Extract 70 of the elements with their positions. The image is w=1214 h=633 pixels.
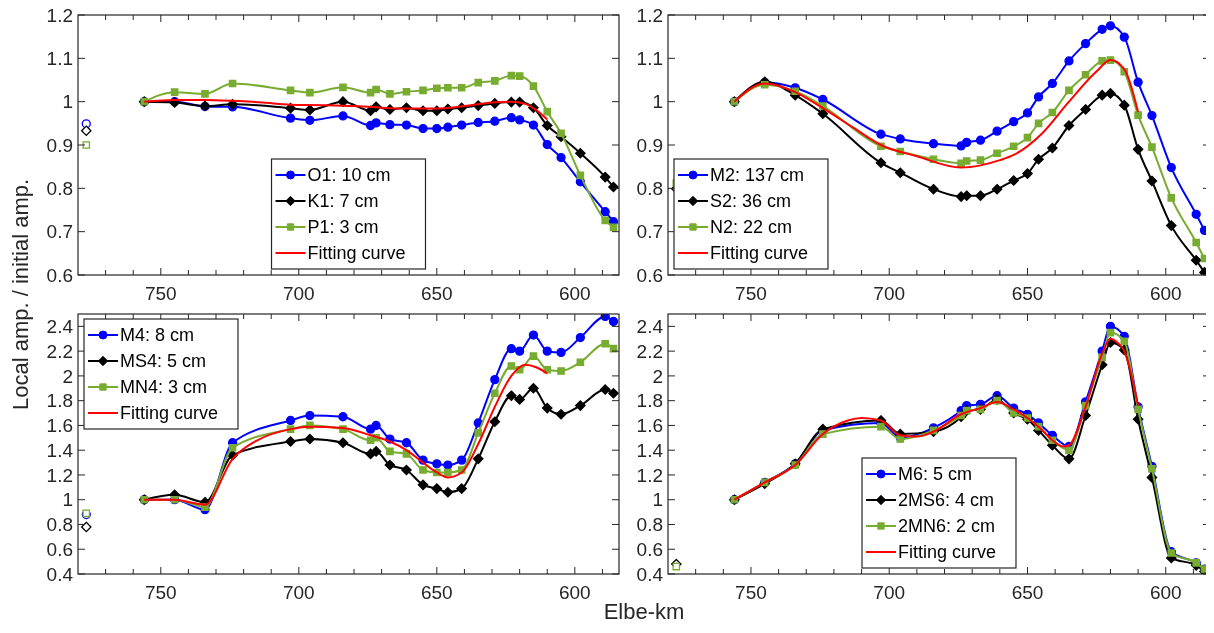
x-tick-label: 650	[1011, 283, 1044, 304]
x-tick-label: 700	[282, 283, 315, 304]
y-tick-label: 1.2	[636, 464, 663, 486]
legend-label: Fitting curve	[120, 403, 219, 424]
y-tick-label: 1.4	[46, 439, 74, 461]
legend-label: M4: 8 cm	[120, 325, 195, 346]
y-tick-label: 2.2	[636, 340, 663, 362]
x-tick-label: 600	[1149, 582, 1182, 603]
legend-label: 2MN6: 2 cm	[898, 516, 996, 537]
x-tick-label: 650	[1011, 582, 1044, 603]
y-tick-label: 2	[62, 365, 73, 387]
x-tick-label: 650	[420, 283, 453, 304]
y-tick-label: 0.4	[636, 563, 664, 585]
x-tick-label: 700	[873, 582, 906, 603]
x-tick-label: 600	[558, 283, 591, 304]
y-tick-label: 1.1	[46, 47, 73, 69]
x-tick-label: 750	[144, 582, 177, 603]
y-tick-label: 1	[62, 489, 73, 511]
y-tick-label: 2.2	[46, 340, 73, 362]
legend-label: M2: 137 cm	[710, 165, 805, 186]
y-tick-label: 0.9	[636, 134, 663, 156]
legend-label: N2: 22 cm	[710, 217, 793, 238]
x-tick-label: 600	[558, 582, 591, 603]
x-tick-label: 750	[735, 283, 767, 304]
legend-label: S2: 36 cm	[710, 191, 792, 212]
y-tick-label: 2.4	[636, 316, 664, 338]
x-tick-label: 750	[144, 283, 177, 304]
y-tick-label: 0.6	[636, 538, 663, 560]
legend-label: Fitting curve	[898, 542, 997, 563]
y-tick-label: 1	[652, 489, 663, 511]
legend-label: MN4: 3 cm	[120, 377, 208, 398]
legend-label: P1: 3 cm	[307, 217, 379, 238]
y-tick-label: 1.8	[636, 390, 663, 412]
y-tick-label: 1.2	[46, 464, 73, 486]
x-tick-label: 750	[735, 582, 767, 603]
legend-label: Fitting curve	[710, 243, 809, 264]
y-tick-label: 0.8	[636, 177, 663, 199]
y-tick-label: 1.6	[636, 415, 663, 437]
y-tick-label: 2	[652, 365, 663, 387]
x-axis-title: Elbe-km	[603, 599, 685, 624]
y-tick-label: 0.7	[46, 221, 73, 243]
y-tick-label: 0.8	[46, 177, 73, 199]
y-tick-label: 0.9	[46, 134, 73, 156]
y-tick-label: 1.6	[46, 415, 73, 437]
y-tick-label: 0.4	[46, 563, 74, 585]
y-tick-label: 1.2	[46, 4, 73, 26]
legend-label: MS4: 5 cm	[120, 351, 207, 372]
y-axis-title: Local amp. / initial amp.	[8, 178, 33, 411]
legend-label: 2MS6: 4 cm	[898, 490, 995, 511]
legend-label: K1: 7 cm	[307, 191, 379, 212]
x-tick-label: 650	[420, 582, 453, 603]
x-tick-label: 700	[873, 283, 906, 304]
y-tick-label: 1	[652, 91, 663, 113]
x-tick-label: 700	[282, 582, 315, 603]
y-tick-label: 0.6	[636, 264, 663, 286]
y-tick-label: 1	[62, 91, 73, 113]
legend-label: O1: 10 cm	[307, 165, 391, 186]
x-tick-label: 600	[1149, 283, 1182, 304]
y-tick-label: 0.8	[636, 514, 663, 536]
y-tick-label: 0.6	[46, 264, 73, 286]
y-tick-label: 1.4	[636, 439, 664, 461]
y-tick-label: 0.6	[46, 538, 73, 560]
y-tick-label: 1.2	[636, 4, 663, 26]
y-tick-label: 1.1	[636, 47, 663, 69]
legend-label: M6: 5 cm	[898, 464, 973, 485]
y-tick-label: 0.7	[636, 221, 663, 243]
y-tick-label: 1.8	[46, 390, 73, 412]
legend-label: Fitting curve	[307, 243, 406, 264]
y-tick-label: 2.4	[46, 316, 74, 338]
y-tick-label: 0.8	[46, 514, 73, 536]
